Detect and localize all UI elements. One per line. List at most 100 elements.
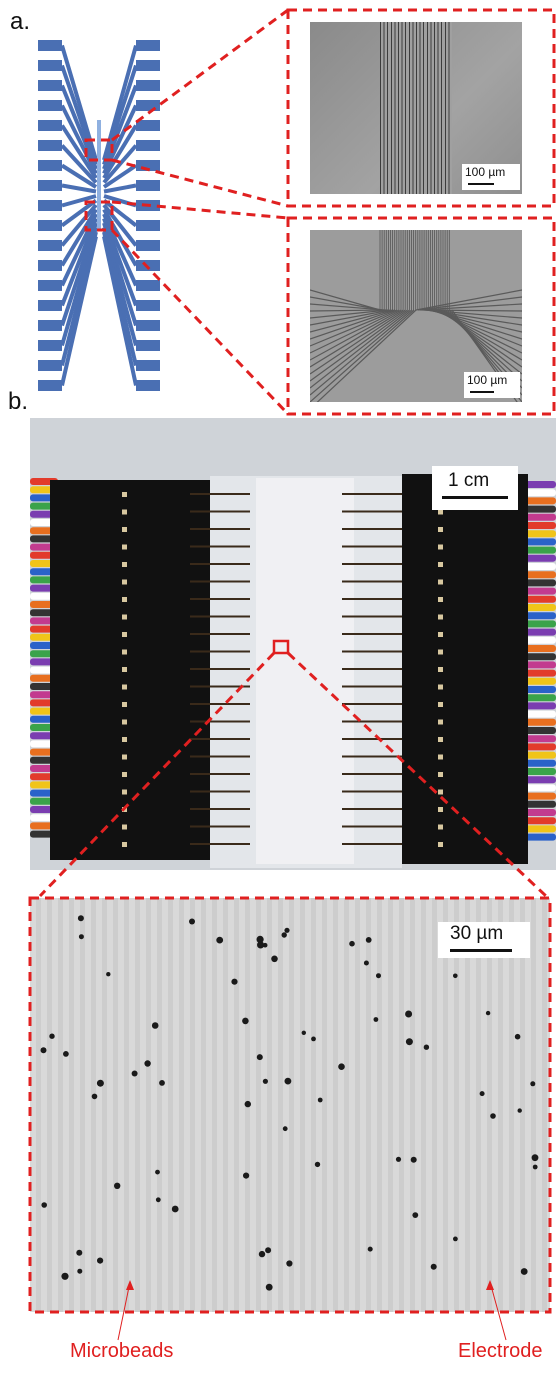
scale-text-upper: 100 µm <box>465 165 506 179</box>
pin-left <box>122 824 127 830</box>
microbead <box>485 1010 491 1016</box>
wire-right <box>522 653 556 661</box>
microbead <box>216 936 224 944</box>
wire-right <box>522 735 556 743</box>
electrode-trace-left <box>60 144 98 184</box>
microbead <box>77 915 84 922</box>
pin-left <box>122 632 127 637</box>
pin-left <box>122 702 127 707</box>
electrode-pad-left <box>38 300 62 311</box>
zoom-box-upper <box>286 8 556 208</box>
microbead <box>338 1063 345 1070</box>
microbead <box>395 1156 402 1162</box>
fanout-line-left <box>310 309 406 375</box>
microbead <box>284 927 290 933</box>
microbead <box>271 955 278 963</box>
electrode-trace-left <box>60 198 98 228</box>
pin-right <box>438 772 443 777</box>
electrode-pad-right <box>136 320 160 331</box>
pin-right <box>438 789 443 795</box>
microbead <box>520 1268 528 1275</box>
zoom-line-4 <box>110 228 290 416</box>
wire-right <box>522 686 556 693</box>
microbead <box>430 1263 437 1270</box>
wire-right <box>522 727 556 734</box>
wire-right <box>522 554 556 562</box>
electrode-trace-right <box>102 208 138 267</box>
center-channel <box>97 120 101 230</box>
electrode-pad-left <box>38 280 62 291</box>
wire-right <box>522 604 556 611</box>
microbead <box>114 1182 121 1189</box>
pin-right <box>438 632 443 637</box>
pin-left <box>122 789 127 795</box>
electrode-trace-left <box>61 183 97 194</box>
electrode-pad-right <box>136 340 160 351</box>
microbead <box>373 1017 379 1022</box>
microbead <box>514 1033 521 1040</box>
pin-left <box>122 527 127 532</box>
zoom-line-2 <box>111 158 289 208</box>
micrograph-lower: 100 µm <box>310 230 522 402</box>
microbead <box>317 1097 323 1103</box>
wire-right <box>522 595 556 603</box>
pin-right <box>438 719 443 725</box>
wire-right <box>522 513 556 521</box>
scalebar-upper: 100 µm <box>462 164 520 190</box>
microbead <box>262 1078 268 1084</box>
microbead <box>531 1154 539 1162</box>
pin-left <box>122 509 127 515</box>
wire-right <box>522 522 556 529</box>
pin-left <box>122 492 127 497</box>
pin-right <box>438 807 443 812</box>
closeup-image: 30 µm <box>30 898 550 1312</box>
fanout-line-left <box>310 309 396 340</box>
zoom-line-device-left <box>38 651 276 898</box>
wire-right <box>522 645 556 652</box>
fanout-line-right <box>415 289 522 311</box>
wire-right <box>522 702 556 710</box>
fanout-line-right <box>422 309 522 312</box>
microbead <box>405 1010 413 1018</box>
wire-right <box>522 571 556 579</box>
pin-right <box>438 702 443 707</box>
microbead <box>405 1038 413 1046</box>
wire-right <box>522 481 556 488</box>
wire-right <box>522 759 556 767</box>
fanout-line-left <box>310 309 398 347</box>
microbead <box>96 1079 104 1087</box>
roi-upper <box>84 138 114 162</box>
electrode-pad-left <box>38 260 62 271</box>
microbead <box>171 1205 179 1213</box>
electrode-pad-left <box>38 240 62 251</box>
microbead <box>453 1236 458 1242</box>
microbead <box>63 1051 69 1057</box>
microbead <box>256 935 264 943</box>
electrode-pad-left <box>38 160 62 171</box>
microbead <box>151 1022 159 1029</box>
microbead <box>286 1260 293 1267</box>
electrode-trace-right <box>102 104 138 175</box>
scale-text-closeup: 30 µm <box>450 923 504 944</box>
pin-left <box>122 562 127 567</box>
pin-right <box>438 684 443 690</box>
microbead <box>453 973 458 979</box>
wire-right <box>522 579 556 587</box>
pin-right <box>438 737 443 742</box>
zoom-line-3 <box>111 200 289 220</box>
microbead <box>231 978 238 985</box>
microbead <box>78 934 84 940</box>
label-electrode: Electrode <box>458 1340 543 1362</box>
electrode-pad-left <box>38 140 62 151</box>
pin-right <box>438 527 443 532</box>
fanout-line-left <box>310 289 381 311</box>
wire-right <box>522 669 556 677</box>
electrode-pad-right <box>136 100 160 111</box>
zoom-box-closeup <box>28 896 552 1314</box>
microbead <box>376 973 381 979</box>
wire-right <box>522 505 556 513</box>
fanout-line-left <box>316 309 417 402</box>
microbead <box>423 1044 430 1050</box>
wire-right <box>522 751 556 759</box>
microbead <box>281 932 287 938</box>
